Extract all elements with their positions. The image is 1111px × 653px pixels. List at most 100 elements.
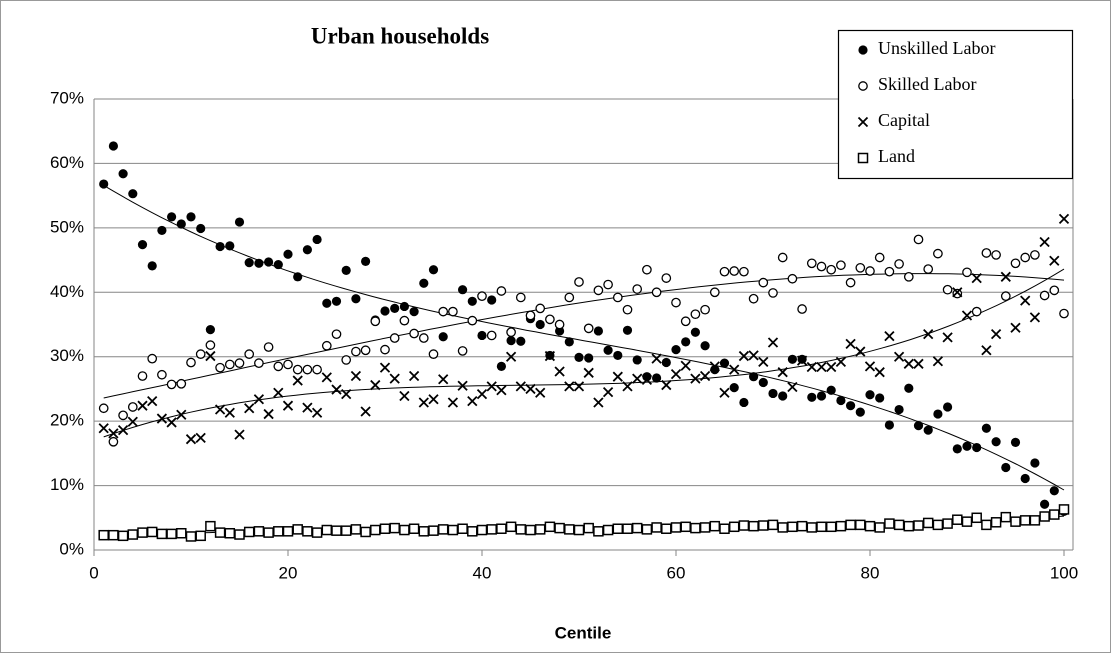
- point: [467, 315, 478, 326]
- point: [738, 350, 750, 362]
- point: [758, 520, 769, 531]
- point: [719, 266, 730, 277]
- point: [447, 397, 459, 408]
- point: [312, 364, 322, 375]
- point: [467, 296, 477, 306]
- point: [477, 291, 487, 302]
- point: [234, 529, 245, 540]
- point: [893, 351, 905, 362]
- point: [641, 374, 653, 386]
- point: [933, 248, 943, 259]
- y-tick-label: 60%: [50, 153, 84, 172]
- point: [505, 351, 517, 362]
- point: [710, 365, 720, 375]
- point: [777, 367, 788, 378]
- point: [360, 526, 371, 538]
- point: [283, 249, 293, 259]
- point: [137, 400, 148, 411]
- point: [583, 522, 594, 534]
- point: [884, 330, 895, 342]
- point: [864, 361, 876, 372]
- point: [263, 408, 274, 420]
- point: [836, 395, 846, 406]
- point: [156, 413, 168, 424]
- point: [486, 381, 497, 392]
- point: [544, 521, 556, 533]
- point: [875, 393, 885, 403]
- point: [738, 520, 750, 531]
- point: [1049, 509, 1060, 520]
- point: [652, 373, 662, 383]
- point: [350, 524, 362, 535]
- point: [1058, 213, 1070, 224]
- point: [729, 364, 740, 375]
- point: [758, 356, 769, 368]
- point: [108, 529, 119, 541]
- point: [147, 261, 157, 271]
- point: [438, 332, 448, 342]
- point: [302, 245, 312, 255]
- point: [157, 225, 167, 236]
- point: [477, 330, 487, 341]
- point: [137, 527, 148, 538]
- point: [981, 519, 992, 531]
- point: [612, 523, 624, 534]
- legend-box: [837, 29, 1074, 180]
- point: [146, 526, 158, 538]
- point: [321, 340, 332, 351]
- point: [874, 367, 885, 378]
- point: [962, 441, 972, 451]
- point: [768, 388, 778, 399]
- point: [709, 361, 720, 372]
- point: [118, 169, 128, 179]
- point: [612, 292, 623, 303]
- point: [990, 329, 1002, 340]
- point: [244, 258, 254, 268]
- point: [690, 309, 701, 320]
- point: [486, 330, 497, 341]
- point: [360, 345, 371, 356]
- x-tick-label: 0: [89, 563, 98, 582]
- point: [467, 526, 478, 537]
- point: [117, 530, 129, 542]
- point: [642, 264, 652, 275]
- point: [913, 358, 924, 369]
- point: [254, 258, 264, 268]
- point: [273, 387, 284, 398]
- point: [632, 355, 642, 365]
- point: [845, 519, 856, 531]
- point: [399, 524, 410, 536]
- point: [263, 342, 274, 352]
- point: [991, 437, 1001, 447]
- point: [108, 428, 119, 439]
- point: [263, 527, 274, 538]
- point: [1010, 258, 1021, 269]
- point: [408, 523, 420, 534]
- point: [1020, 473, 1030, 484]
- point: [758, 277, 769, 288]
- point: [341, 388, 352, 400]
- point: [709, 520, 721, 532]
- point: [418, 397, 429, 408]
- point: [1049, 486, 1059, 496]
- point: [282, 400, 294, 411]
- point: [632, 284, 643, 294]
- point: [729, 383, 739, 393]
- point: [728, 521, 740, 533]
- point: [167, 212, 177, 222]
- point: [622, 304, 633, 315]
- point: [399, 315, 410, 326]
- point: [205, 520, 216, 532]
- point: [670, 522, 682, 533]
- point: [613, 350, 623, 361]
- point: [496, 286, 507, 296]
- point: [515, 524, 527, 535]
- point: [971, 272, 982, 284]
- point: [642, 372, 652, 382]
- point: [331, 296, 342, 306]
- point: [787, 521, 798, 533]
- point: [195, 530, 206, 542]
- point: [719, 523, 730, 534]
- point: [438, 374, 449, 385]
- point: [1049, 255, 1060, 266]
